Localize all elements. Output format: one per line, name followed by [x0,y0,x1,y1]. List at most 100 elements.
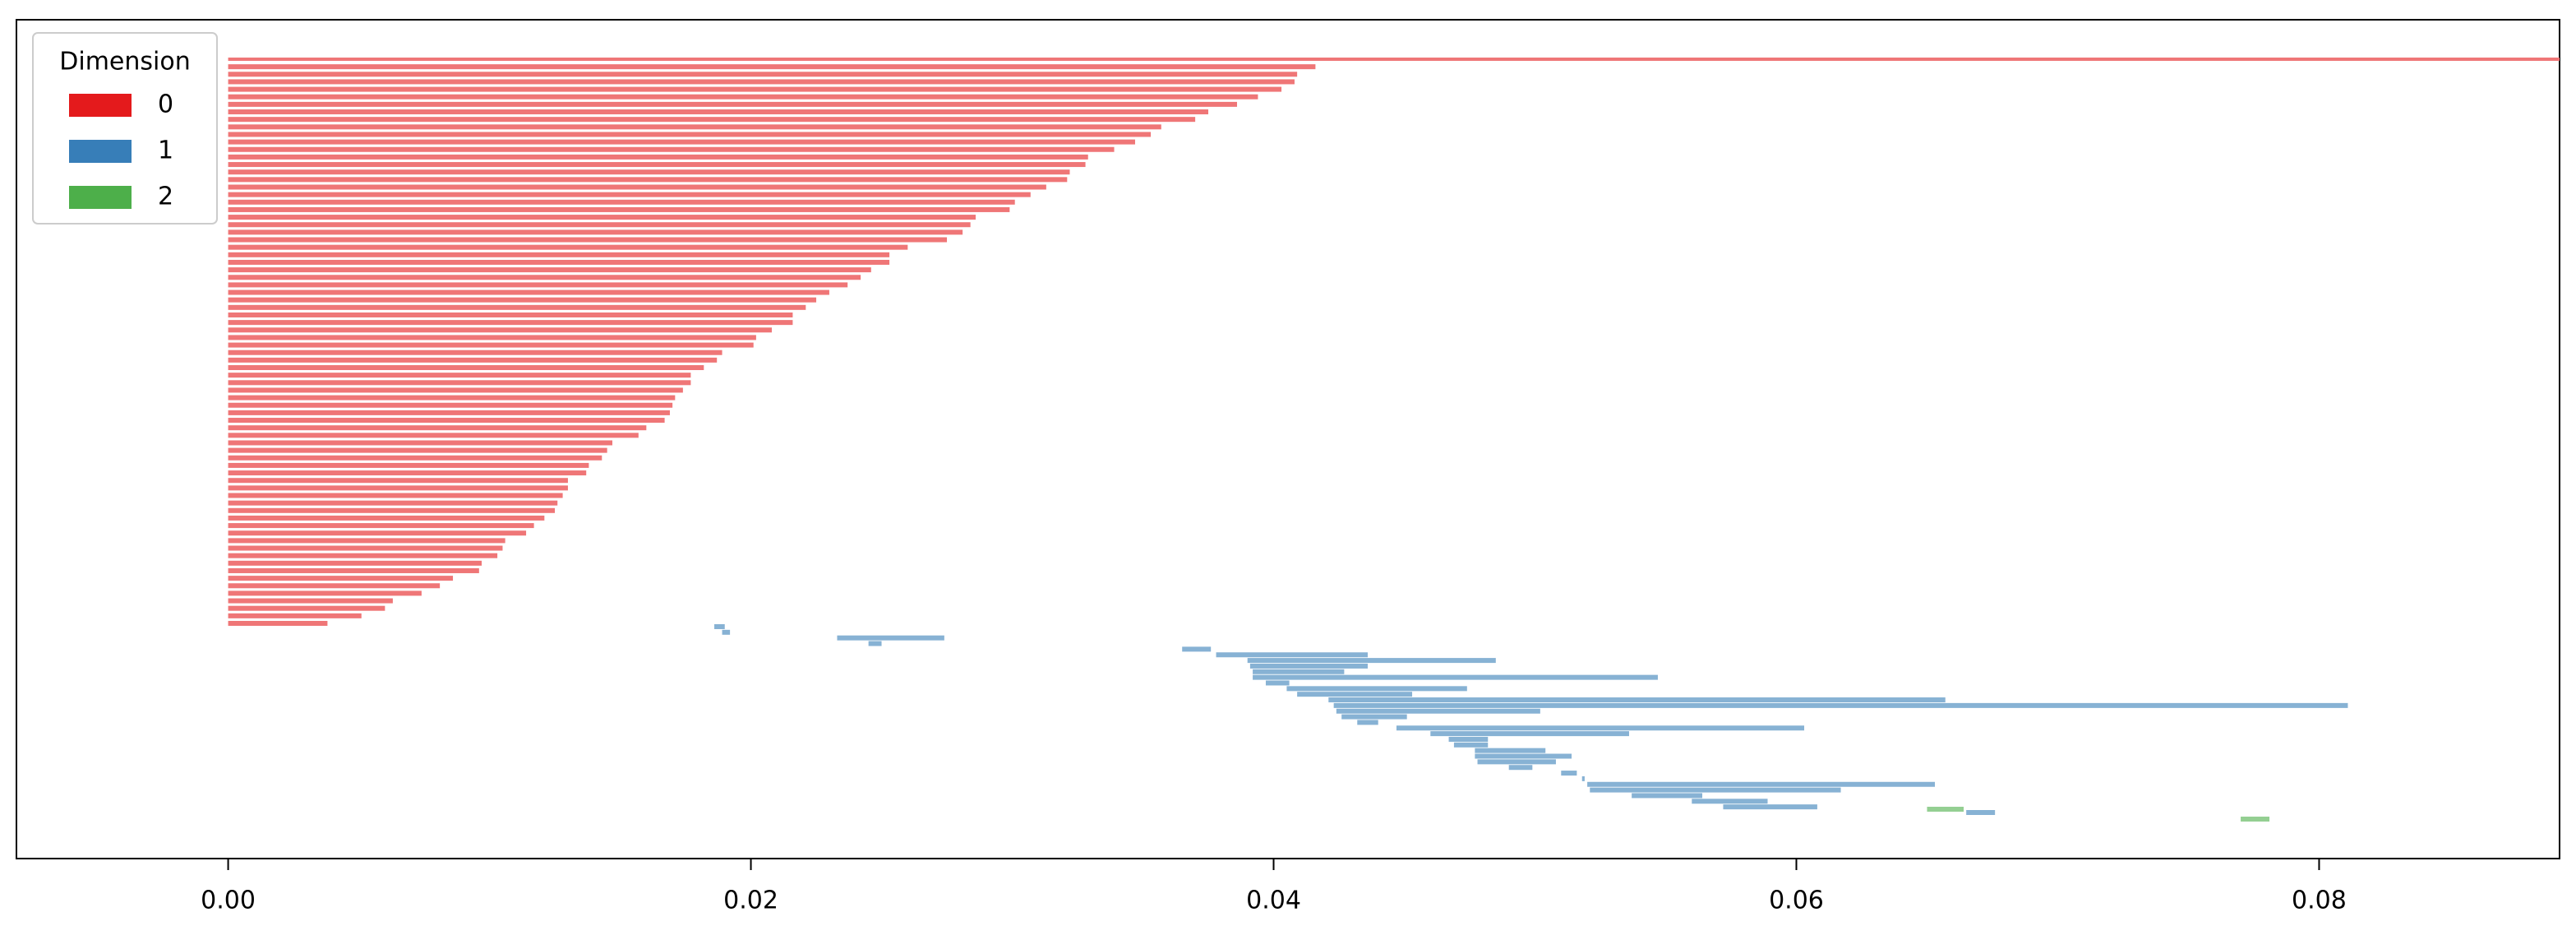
legend: Dimension 0 1 2 [32,32,218,225]
bar [228,357,718,363]
bar [228,304,806,310]
bar [228,335,756,340]
bar [228,117,1196,123]
bar [228,560,482,566]
bar [1249,663,1368,669]
bar [228,410,670,415]
bar [228,94,1258,100]
bar [228,312,793,317]
bar [228,462,589,468]
bar [1333,702,2348,708]
bar [228,373,691,378]
x-tick-label: 0.08 [2292,887,2347,915]
bar [228,425,647,431]
bar [228,538,506,544]
bar [228,485,568,491]
bar [228,169,1070,175]
legend-swatch [69,140,132,163]
bar [228,259,890,265]
bar [228,598,393,604]
bar [228,282,848,288]
bar [1581,776,1585,781]
bar [228,440,613,446]
bar [1357,720,1378,725]
x-tick-label: 0.00 [201,887,256,915]
bar [228,418,665,424]
bar [228,507,556,513]
bar [228,447,607,453]
bar [1341,714,1407,720]
legend-label: 0 [158,90,173,119]
x-tick-label: 0.04 [1246,887,1301,915]
bar [1265,680,1290,686]
bar [228,402,673,408]
bar [1475,748,1546,753]
bar [228,229,963,235]
bar [228,327,772,333]
bar [228,576,454,581]
bar [1448,736,1489,742]
bar [228,567,479,573]
bar [228,267,871,273]
bar [1216,652,1368,658]
bar [228,470,587,476]
bar [228,79,1295,85]
bar [1328,697,1946,703]
bar [228,530,527,536]
bar [228,162,1086,168]
bar [1477,759,1556,765]
bar [228,237,948,243]
bar [1430,731,1629,737]
bar [228,132,1152,137]
bar [228,146,1115,152]
bar [228,86,1282,92]
bar [1297,692,1413,697]
bar [228,545,503,551]
bar [228,455,602,461]
legend-label: 2 [158,183,173,211]
bar [228,222,971,228]
bar [228,387,683,393]
bar [1475,753,1572,759]
bar [1453,742,1489,748]
bar [1692,799,1768,804]
bar [228,154,1088,160]
bar [1182,646,1212,652]
bar [228,206,1010,212]
bar [228,275,861,280]
bar [228,297,817,303]
infinite-bar [228,58,2560,61]
bar [1927,807,1964,812]
legend-title: Dimension [59,48,190,76]
bar [228,621,328,626]
bar [228,177,1068,183]
bar [228,72,1298,77]
legend-label: 1 [158,137,173,165]
bar [228,289,829,295]
bar [2241,817,2270,822]
bar [1590,787,1841,793]
x-axis: 0.00 0.02 0.04 0.06 0.08 [201,859,2347,915]
bar [228,590,422,596]
bar [868,641,882,646]
plot-frame [16,19,2560,859]
bar [228,380,691,386]
bar [722,629,731,635]
bar [1723,804,1817,810]
legend-swatch [69,186,132,209]
bar [228,199,1015,205]
bar [228,365,704,371]
bar [228,109,1209,115]
bar [228,124,1161,130]
bar [228,101,1237,107]
legend-swatch [69,94,132,117]
bar [1561,771,1577,776]
bar [1508,765,1533,771]
bar [228,320,793,326]
bar [228,433,639,438]
bar [228,500,558,506]
bar [1587,781,1936,787]
bar [1336,708,1540,714]
bar [1253,669,1345,674]
bar [228,252,890,257]
